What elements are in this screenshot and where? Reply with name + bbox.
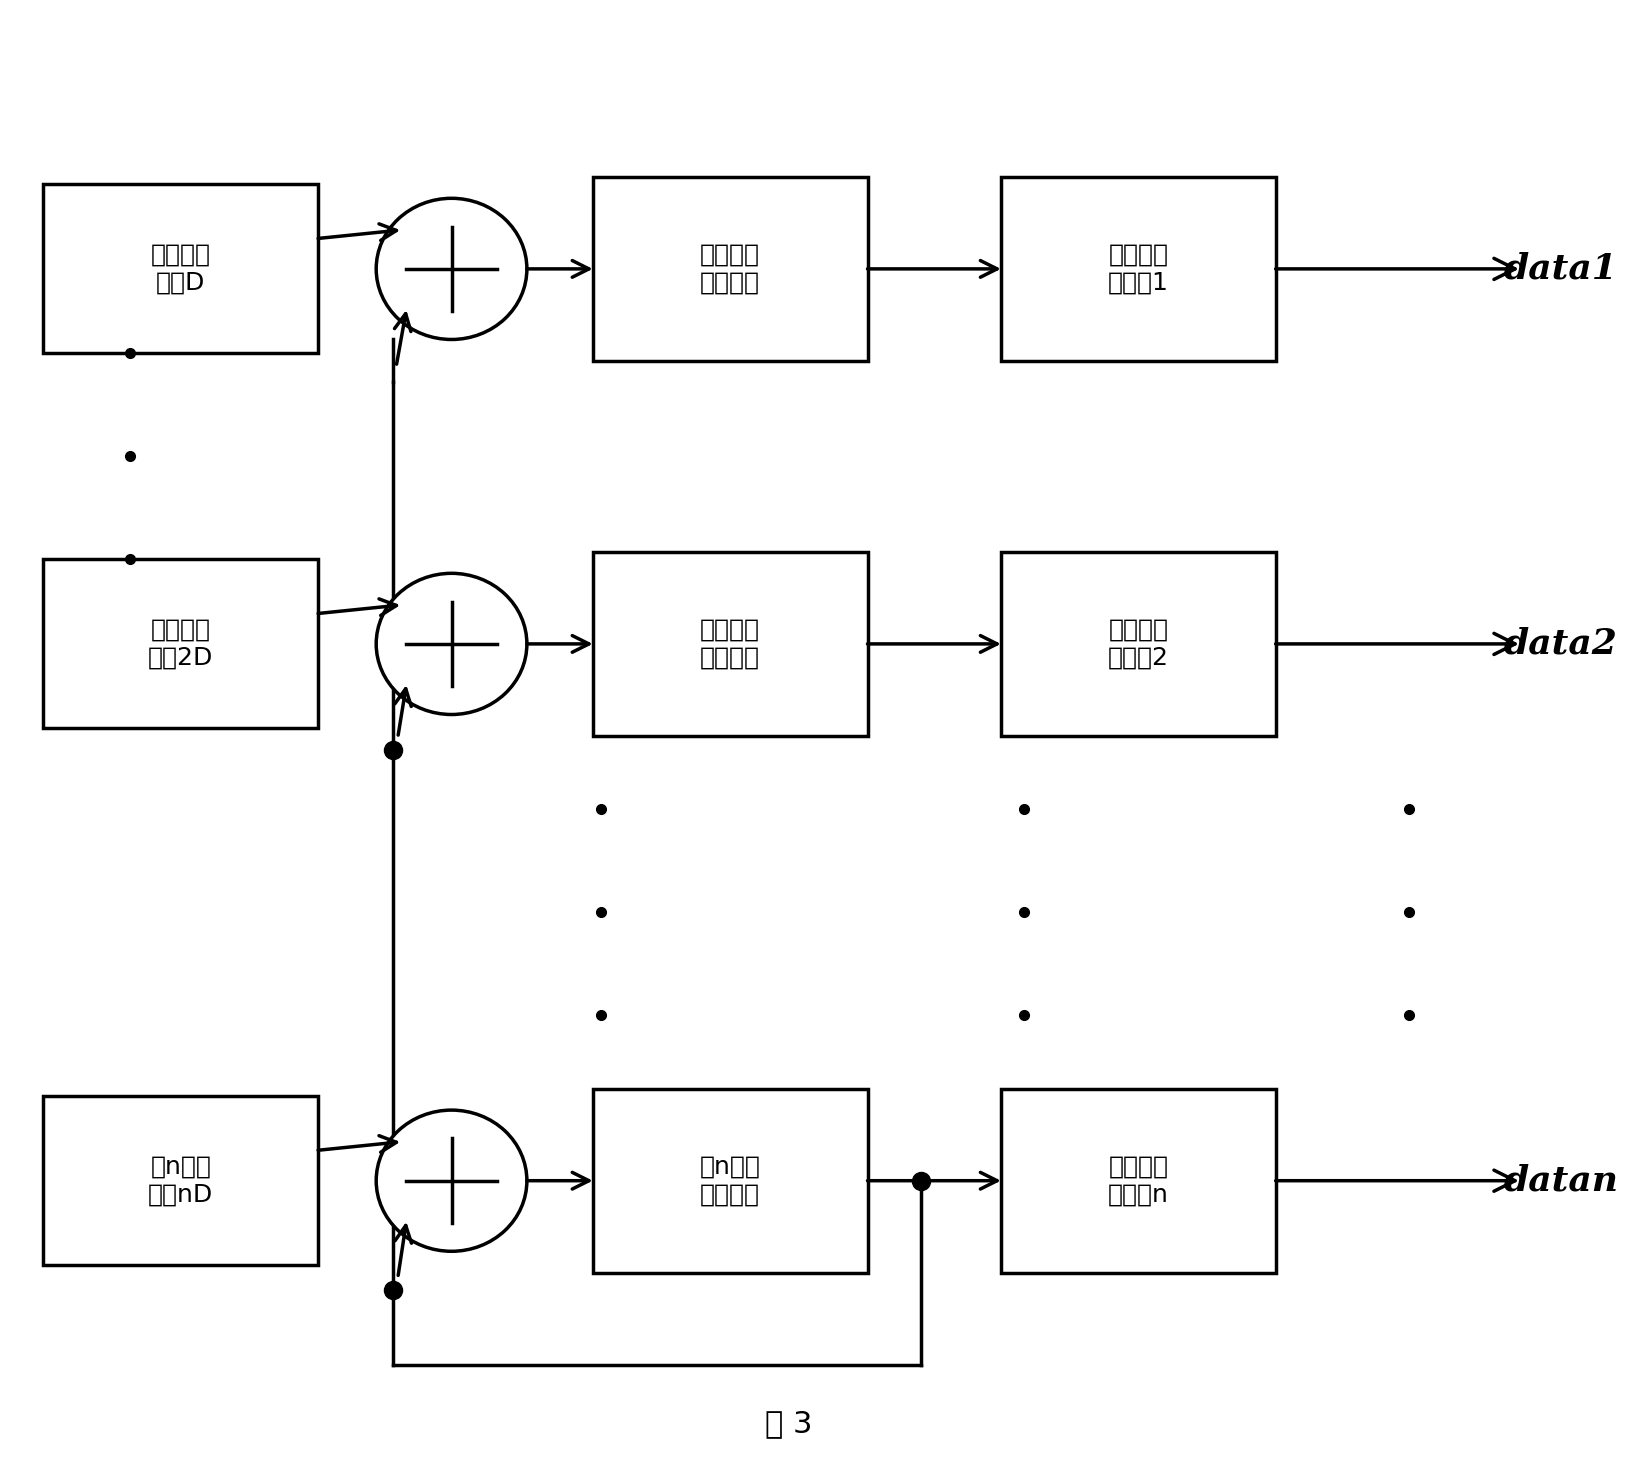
Circle shape bbox=[376, 574, 527, 714]
Text: data2: data2 bbox=[1503, 627, 1616, 661]
FancyBboxPatch shape bbox=[1001, 177, 1276, 361]
Text: 波形数据
存储刨1: 波形数据 存储刨1 bbox=[1108, 243, 1168, 294]
FancyBboxPatch shape bbox=[592, 552, 867, 737]
Text: 第n路相
位寄存器: 第n路相 位寄存器 bbox=[700, 1155, 761, 1207]
Text: 波形数据
存储刨n: 波形数据 存储刨n bbox=[1108, 1155, 1168, 1207]
FancyBboxPatch shape bbox=[44, 185, 317, 353]
Text: 第二路相
位寄存器: 第二路相 位寄存器 bbox=[700, 618, 761, 670]
Text: 第一路频
率字D: 第一路频 率字D bbox=[151, 243, 211, 294]
FancyBboxPatch shape bbox=[1001, 552, 1276, 737]
Text: 波形数据
存储刨2: 波形数据 存储刨2 bbox=[1108, 618, 1168, 670]
Text: 第二路频
率字2D: 第二路频 率字2D bbox=[149, 618, 213, 670]
Text: data1: data1 bbox=[1503, 251, 1616, 285]
FancyBboxPatch shape bbox=[44, 1096, 317, 1265]
FancyBboxPatch shape bbox=[44, 559, 317, 729]
Circle shape bbox=[376, 1111, 527, 1251]
Text: 第n路频
率字nD: 第n路频 率字nD bbox=[149, 1155, 213, 1207]
Text: 第一路相
位寄存器: 第一路相 位寄存器 bbox=[700, 243, 761, 294]
Circle shape bbox=[376, 198, 527, 340]
Text: datan: datan bbox=[1503, 1164, 1618, 1198]
FancyBboxPatch shape bbox=[592, 177, 867, 361]
Text: 图 3: 图 3 bbox=[766, 1409, 813, 1438]
FancyBboxPatch shape bbox=[592, 1089, 867, 1272]
FancyBboxPatch shape bbox=[1001, 1089, 1276, 1272]
